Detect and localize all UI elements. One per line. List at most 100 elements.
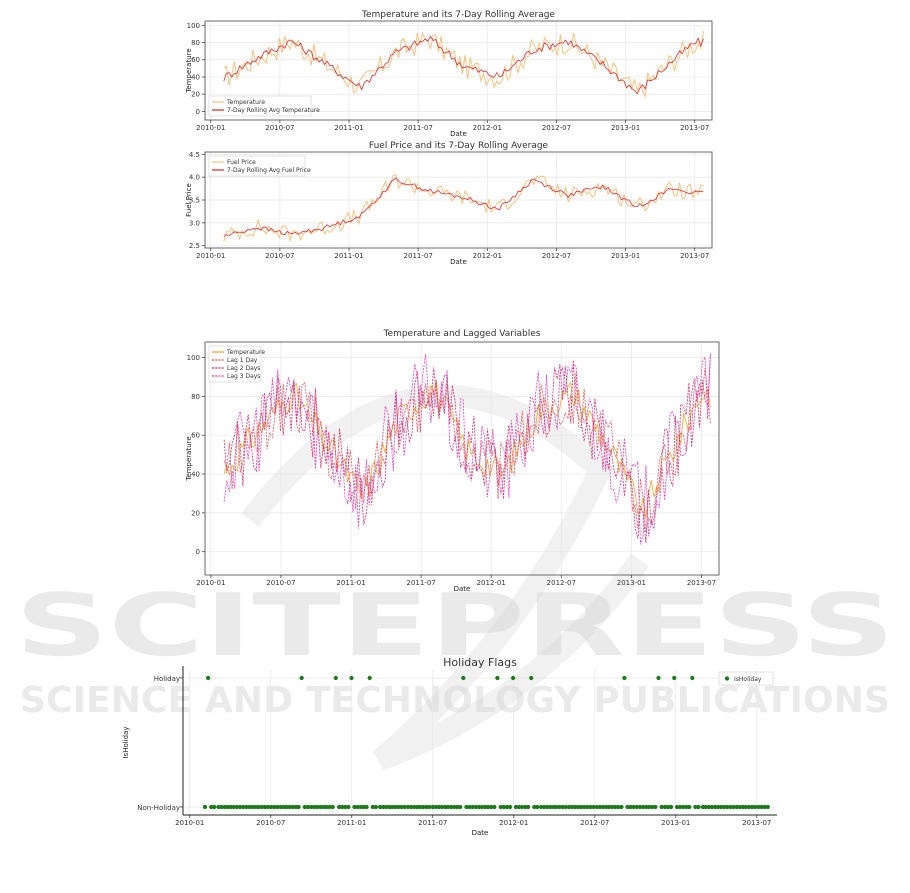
x-tick-label: 2013-01 <box>617 579 646 587</box>
holiday-point <box>495 675 500 681</box>
y-tick-label: 0 <box>196 548 200 556</box>
non-holiday-point <box>476 804 482 810</box>
non-holiday-point <box>202 804 208 810</box>
holiday-point <box>333 675 338 681</box>
non-holiday-point <box>513 804 519 810</box>
y-tick-label: 60 <box>191 56 200 64</box>
non-holiday-point <box>439 804 445 810</box>
non-holiday-point <box>318 804 323 810</box>
non-holiday-point <box>625 804 630 810</box>
x-tick-label: 2010-07 <box>256 819 285 827</box>
y-tick-label: Holiday <box>154 675 180 683</box>
non-holiday-point <box>355 804 360 810</box>
non-holiday-point <box>381 804 386 810</box>
legend-box <box>208 155 306 177</box>
non-holiday-point <box>722 804 727 810</box>
non-holiday-point <box>321 804 326 810</box>
non-holiday-point <box>706 804 712 810</box>
chart-c3: Temperature and Lagged Variables Date Temp… <box>185 329 720 593</box>
x-tick-label: 2011-07 <box>418 819 447 827</box>
non-holiday-point <box>610 804 615 810</box>
holiday-point <box>367 675 372 681</box>
non-holiday-point <box>703 804 708 810</box>
non-holiday-point <box>337 804 342 810</box>
non-holiday-point <box>579 804 584 810</box>
x-tick-label: 2013-01 <box>611 252 640 260</box>
non-holiday-point <box>409 804 414 810</box>
non-holiday-point <box>628 804 633 810</box>
non-holiday-point <box>265 804 270 810</box>
non-holiday-point <box>315 804 320 810</box>
non-holiday-point <box>638 804 643 810</box>
non-holiday-point <box>573 804 578 810</box>
non-holiday-point <box>486 804 491 810</box>
x-tick-label: 2012-07 <box>580 819 609 827</box>
non-holiday-point <box>209 804 214 810</box>
non-holiday-point <box>421 804 426 810</box>
non-holiday-point <box>535 804 540 810</box>
non-holiday-point <box>684 804 689 810</box>
y-tick-label: 0 <box>196 108 200 116</box>
non-holiday-point <box>259 804 264 810</box>
legend-label: Temperature <box>226 349 265 356</box>
non-holiday-point <box>731 804 736 810</box>
non-holiday-point <box>746 804 752 810</box>
y-tick-label: 100 <box>187 354 200 362</box>
non-holiday-point <box>753 804 758 810</box>
chart-title: Holiday Flags <box>443 656 517 669</box>
x-tick-label: 2013-07 <box>687 579 716 587</box>
y-tick-label: 40 <box>191 471 200 479</box>
non-holiday-point <box>364 804 369 810</box>
non-holiday-point <box>693 804 698 810</box>
non-holiday-point <box>532 804 537 810</box>
non-holiday-point <box>576 804 581 810</box>
legend-label: Lag 3 Days <box>227 373 260 380</box>
y-tick-label: 4.0 <box>189 174 200 182</box>
non-holiday-point <box>687 804 692 810</box>
non-holiday-point <box>548 804 553 810</box>
legend-box <box>718 671 774 686</box>
y-axis-label: Temperature <box>185 436 193 481</box>
non-holiday-point <box>458 804 463 810</box>
non-holiday-point <box>675 804 680 810</box>
x-tick-label: 2013-07 <box>742 819 771 827</box>
non-holiday-point <box>212 804 217 810</box>
non-holiday-point <box>296 804 301 810</box>
legend-label: Temperature <box>226 99 265 106</box>
non-holiday-point <box>402 804 407 810</box>
non-holiday-point <box>290 804 295 810</box>
watermark-line1: SCITEPRESS <box>15 576 895 676</box>
x-tick-label: 2010-07 <box>265 252 294 260</box>
chart-c2: Fuel Price and its 7-Day Rolling Average… <box>185 141 713 266</box>
non-holiday-point <box>449 804 454 810</box>
non-holiday-point <box>504 804 509 810</box>
y-tick-label: 2.5 <box>189 242 200 250</box>
legend-box <box>208 95 312 117</box>
non-holiday-point <box>641 804 646 810</box>
non-holiday-point <box>445 804 451 810</box>
x-axis-label: Date <box>450 130 467 138</box>
non-holiday-point <box>228 804 233 810</box>
non-holiday-point <box>725 804 730 810</box>
non-holiday-point <box>743 804 749 810</box>
y-axis-label: IsHoliday <box>122 726 130 758</box>
series-line-lag-3-days <box>223 353 711 545</box>
non-holiday-point <box>346 804 351 810</box>
non-holiday-point <box>222 804 227 810</box>
non-holiday-point <box>719 804 724 810</box>
x-tick-label: 2011-07 <box>404 124 433 132</box>
legend-label: 7-Day Rolling Avg Temperature <box>227 107 320 114</box>
non-holiday-point <box>669 804 674 810</box>
y-tick-label: 3.0 <box>189 219 200 227</box>
x-tick-label: 2011-01 <box>334 124 363 132</box>
non-holiday-point <box>594 804 600 810</box>
non-holiday-point <box>483 804 488 810</box>
non-holiday-point <box>281 804 286 810</box>
x-tick-label: 2010-07 <box>265 124 294 132</box>
non-holiday-point <box>659 804 664 810</box>
holiday-point <box>656 675 661 681</box>
y-tick-label: 20 <box>191 509 200 517</box>
legend-label: Lag 1 Day <box>227 357 258 364</box>
non-holiday-point <box>216 804 221 810</box>
